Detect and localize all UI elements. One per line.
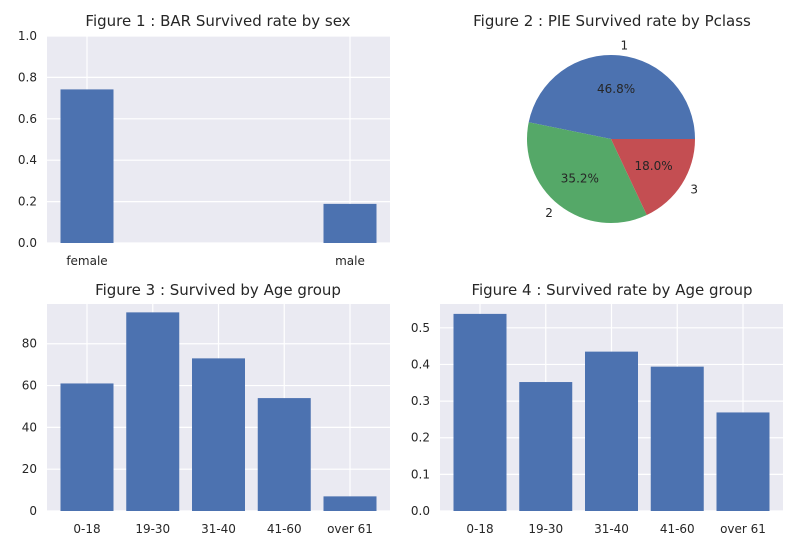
figure4-ytick-label: 0.2 bbox=[411, 431, 430, 445]
figure2-title: Figure 2 : PIE Survived rate by Pclass bbox=[473, 12, 751, 30]
plots-group: 0.0 0.2 0.4 0.6 0.8 1.0 female male 0 20 40 60 80 0-1… bbox=[18, 29, 783, 536]
figure4-xtick-label: 0-18 bbox=[466, 522, 493, 536]
figure3-bar-19-30 bbox=[126, 312, 180, 511]
figure4-xtick-label: 41-60 bbox=[660, 522, 695, 536]
figure2-pie-slice-1 bbox=[528, 55, 695, 139]
figure1-ytick-label: 0.8 bbox=[18, 70, 37, 84]
figure1-ytick-label: 0.4 bbox=[18, 153, 37, 167]
figure3-ytick-label: 60 bbox=[22, 379, 37, 393]
figure1-ytick-label: 1.0 bbox=[18, 29, 37, 43]
figure1-ytick-label: 0.6 bbox=[18, 112, 37, 126]
figure3-xtick-label: 31-40 bbox=[201, 522, 236, 536]
figure2-slice-label: 3 bbox=[690, 182, 698, 196]
figure4-xtick-label: 31-40 bbox=[594, 522, 629, 536]
figure1-ytick-label: 0.2 bbox=[18, 195, 37, 209]
figure3-xtick-label: 0-18 bbox=[73, 522, 100, 536]
figure2-pie-slice-3 bbox=[611, 139, 695, 216]
figure4-title: Figure 4 : Survived rate by Age group bbox=[471, 281, 752, 299]
figure1-bar-female bbox=[60, 89, 114, 243]
figure2-pie-slice-2 bbox=[527, 122, 647, 223]
figure3-bar-31-40 bbox=[192, 358, 245, 511]
figure4-bar-0-18 bbox=[453, 313, 507, 511]
figure2-slice-percent: 35.2% bbox=[561, 172, 599, 186]
figure3-ytick-label: 40 bbox=[22, 420, 37, 434]
figure1-xtick-label: female bbox=[66, 254, 107, 268]
figure1-bar-male bbox=[323, 203, 377, 243]
figure4-ytick-label: 0.5 bbox=[411, 321, 430, 335]
figure3-xtick-label: 41-60 bbox=[267, 522, 302, 536]
figure4-bar-over-61 bbox=[716, 412, 770, 511]
figure3-bar-41-60 bbox=[257, 398, 311, 511]
figure4-bar-31-40 bbox=[585, 351, 638, 511]
figure4-ytick-label: 0.3 bbox=[411, 394, 430, 408]
figure3-bar-0-18 bbox=[60, 383, 114, 511]
figure2-slice-label: 1 bbox=[620, 38, 628, 52]
figure3-xtick-label: over 61 bbox=[327, 522, 373, 536]
figure2-slice-percent: 18.0% bbox=[634, 159, 672, 173]
figure4-ytick-label: 0.4 bbox=[411, 357, 430, 371]
figure4-bar-41-60 bbox=[650, 366, 704, 511]
figure4-xtick-label: over 61 bbox=[720, 522, 766, 536]
figure1-xtick-label: male bbox=[335, 254, 365, 268]
figure4-ytick-label: 0.0 bbox=[411, 504, 430, 518]
figure2-slice-label: 2 bbox=[545, 206, 553, 220]
figure2-slice-percent: 46.8% bbox=[597, 82, 635, 96]
figure3-ytick-label: 80 bbox=[22, 337, 37, 351]
figure1-title: Figure 1 : BAR Survived rate by sex bbox=[85, 12, 350, 30]
figure1-ytick-label: 0.0 bbox=[18, 236, 37, 250]
figure3-ytick-label: 0 bbox=[29, 504, 37, 518]
figure4-bar-19-30 bbox=[519, 382, 573, 511]
figure3-bar-over-61 bbox=[323, 496, 377, 511]
figure4-ytick-label: 0.1 bbox=[411, 467, 430, 481]
figure4-xtick-label: 19-30 bbox=[528, 522, 563, 536]
figure3-ytick-label: 20 bbox=[22, 462, 37, 476]
figure3-title: Figure 3 : Survived by Age group bbox=[95, 281, 341, 299]
figure3-xtick-label: 19-30 bbox=[135, 522, 170, 536]
